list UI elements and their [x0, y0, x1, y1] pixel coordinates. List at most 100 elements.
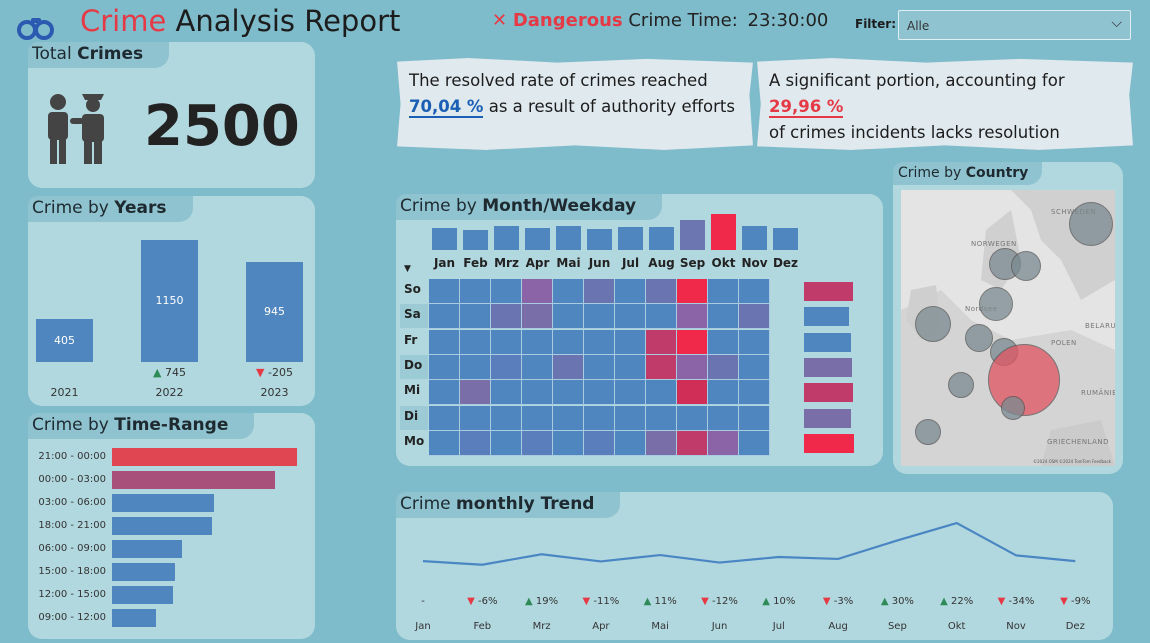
- heatmap-cell[interactable]: [584, 279, 615, 304]
- heatmap-cell[interactable]: [677, 430, 708, 456]
- heatmap-cell[interactable]: [739, 380, 770, 406]
- heatmap-cell[interactable]: [708, 430, 739, 456]
- heatmap-cell[interactable]: [739, 430, 770, 456]
- heatmap-cell[interactable]: [491, 329, 522, 355]
- heatmap-cell[interactable]: [677, 279, 708, 304]
- heatmap-cell[interactable]: [615, 304, 646, 330]
- filter-dropdown[interactable]: Alle ⌵: [898, 10, 1131, 40]
- heatmap-cell[interactable]: [522, 279, 553, 304]
- timerange-bar[interactable]: [112, 471, 275, 489]
- heatmap-cell[interactable]: [615, 405, 646, 431]
- country-bubble[interactable]: [915, 306, 951, 342]
- heatmap-cell[interactable]: [429, 279, 460, 304]
- heatmap-cell[interactable]: [708, 405, 739, 431]
- month-bar[interactable]: [556, 226, 581, 250]
- country-bubble[interactable]: [979, 287, 1013, 321]
- heatmap-cell[interactable]: [491, 405, 522, 431]
- heatmap-cell[interactable]: [522, 329, 553, 355]
- heatmap-cell[interactable]: [646, 405, 677, 431]
- timerange-bar[interactable]: [112, 448, 297, 466]
- month-bar[interactable]: [463, 230, 488, 250]
- timerange-bar[interactable]: [112, 517, 212, 535]
- heatmap-cell[interactable]: [584, 430, 615, 456]
- heatmap-cell[interactable]: [584, 304, 615, 330]
- heatmap-cell[interactable]: [460, 380, 491, 406]
- weekday-bar[interactable]: [804, 307, 849, 327]
- heatmap-cell[interactable]: [677, 380, 708, 406]
- heatmap-cell[interactable]: [429, 380, 460, 406]
- heatmap-cell[interactable]: [739, 354, 770, 380]
- heatmap-cell[interactable]: [460, 430, 491, 456]
- heatmap-cell[interactable]: [584, 380, 615, 406]
- year-bar[interactable]: [246, 262, 303, 362]
- heatmap-cell[interactable]: [491, 279, 522, 304]
- month-bar[interactable]: [494, 226, 519, 250]
- heatmap-cell[interactable]: [429, 304, 460, 330]
- heatmap-cell[interactable]: [491, 430, 522, 456]
- weekday-bar[interactable]: [804, 332, 851, 352]
- heatmap-cell[interactable]: [429, 430, 460, 456]
- country-map[interactable]: SCHWEDENNORWEGENNordseeBELARUSPOLENRUMÄN…: [901, 190, 1115, 466]
- month-bar[interactable]: [742, 226, 767, 250]
- heatmap-cell[interactable]: [708, 380, 739, 406]
- year-bar[interactable]: [36, 319, 93, 362]
- heatmap-cell[interactable]: [677, 405, 708, 431]
- month-bar[interactable]: [711, 214, 736, 250]
- country-bubble[interactable]: [948, 372, 974, 398]
- heatmap-cell[interactable]: [615, 329, 646, 355]
- timerange-bar[interactable]: [112, 563, 175, 581]
- heatmap-cell[interactable]: [429, 405, 460, 431]
- heatmap-cell[interactable]: [522, 380, 553, 406]
- heatmap-cell[interactable]: [677, 329, 708, 355]
- heatmap-cell[interactable]: [491, 380, 522, 406]
- heatmap-cell[interactable]: [615, 279, 646, 304]
- heatmap-cell[interactable]: [677, 304, 708, 330]
- heatmap-cell[interactable]: [615, 380, 646, 406]
- heatmap-cell[interactable]: [646, 329, 677, 355]
- heatmap-cell[interactable]: [708, 304, 739, 330]
- heatmap-cell[interactable]: [615, 354, 646, 380]
- heatmap-cell[interactable]: [739, 329, 770, 355]
- heatmap-cell[interactable]: [522, 304, 553, 330]
- heatmap-cell[interactable]: [553, 304, 584, 330]
- heatmap-cell[interactable]: [584, 329, 615, 355]
- heatmap-cell[interactable]: [429, 354, 460, 380]
- timerange-bar[interactable]: [112, 586, 173, 604]
- weekday-bar[interactable]: [804, 383, 853, 403]
- heatmap-cell[interactable]: [646, 430, 677, 456]
- heatmap-cell[interactable]: [553, 279, 584, 304]
- heatmap-cell[interactable]: [646, 380, 677, 406]
- weekday-bar[interactable]: [804, 433, 854, 453]
- year-bar[interactable]: [141, 240, 198, 362]
- heatmap-cell[interactable]: [522, 354, 553, 380]
- heatmap-cell[interactable]: [646, 304, 677, 330]
- country-bubble[interactable]: [965, 324, 993, 352]
- heatmap-cell[interactable]: [677, 354, 708, 380]
- heatmap-cell[interactable]: [739, 279, 770, 304]
- country-bubble[interactable]: [1011, 251, 1041, 281]
- country-bubble[interactable]: [1001, 396, 1025, 420]
- heatmap-cell[interactable]: [615, 430, 646, 456]
- weekday-bar[interactable]: [804, 357, 852, 377]
- month-bar[interactable]: [432, 228, 457, 250]
- heatmap-cell[interactable]: [553, 354, 584, 380]
- heatmap-cell[interactable]: [708, 354, 739, 380]
- heatmap-cell[interactable]: [491, 304, 522, 330]
- country-bubble[interactable]: [1069, 202, 1113, 246]
- heatmap-cell[interactable]: [553, 329, 584, 355]
- heatmap-cell[interactable]: [708, 329, 739, 355]
- heatmap-cell[interactable]: [522, 405, 553, 431]
- heatmap-cell[interactable]: [429, 329, 460, 355]
- weekday-bar[interactable]: [804, 282, 853, 301]
- heatmap-cell[interactable]: [646, 279, 677, 304]
- month-bar[interactable]: [649, 227, 674, 250]
- trend-line[interactable]: [422, 521, 1076, 566]
- heatmap-cell[interactable]: [708, 279, 739, 304]
- heatmap-cell[interactable]: [460, 279, 491, 304]
- month-bar[interactable]: [587, 229, 612, 250]
- country-bubble[interactable]: [915, 419, 941, 445]
- heatmap-cell[interactable]: [584, 354, 615, 380]
- month-bar[interactable]: [773, 228, 798, 250]
- heatmap-cell[interactable]: [491, 354, 522, 380]
- heatmap-cell[interactable]: [522, 430, 553, 456]
